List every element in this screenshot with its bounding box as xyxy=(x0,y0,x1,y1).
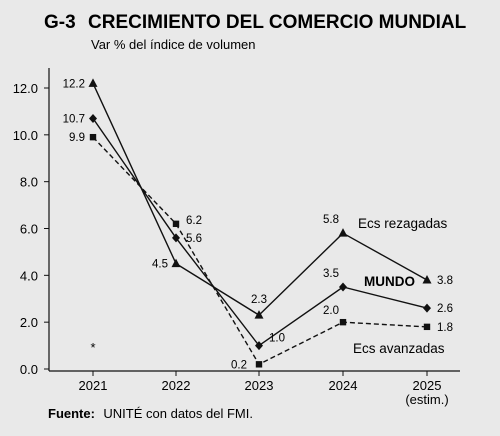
data-labels: 12.2 4.5 2.3 5.8 3.8 10.7 5.6 1.0 3.5 2.6 9.9 6.2 0.… xyxy=(63,78,453,371)
chart-subtitle: Var % del índice de volumen xyxy=(91,37,256,52)
data-label: 6.2 xyxy=(186,215,202,227)
data-point-square xyxy=(423,323,431,331)
source-text: UNITÉ con datos del FMI. xyxy=(103,406,253,421)
data-point-triangle xyxy=(254,310,264,319)
x-tick-label: 2025 xyxy=(413,378,442,393)
data-point-square xyxy=(339,318,347,326)
x-tick-label: 2023 xyxy=(245,378,274,393)
data-label: 1.8 xyxy=(437,322,453,334)
data-label: 12.2 xyxy=(63,78,85,90)
data-label: 2.3 xyxy=(251,294,267,306)
data-label: 3.8 xyxy=(437,275,453,287)
data-label: 3.5 xyxy=(323,268,339,280)
y-tick-label: 2.0 xyxy=(20,315,38,330)
data-label: 1.0 xyxy=(269,333,285,345)
chart-title: CRECIMIENTO DEL COMERCIO MUNDIAL xyxy=(88,12,467,33)
series-name-label: Ecs avanzadas xyxy=(353,341,445,356)
data-point-diamond xyxy=(339,282,347,292)
data-point-square xyxy=(172,220,180,228)
y-tick-label: 10.0 xyxy=(13,128,38,143)
axes: 0.0 2.0 4.0 6.0 8.0 10.0 12.0 2021 2022 2023 2024 2… xyxy=(13,68,460,407)
y-tick-label: 6.0 xyxy=(20,222,38,237)
y-tick-label: 12.0 xyxy=(13,81,38,96)
series-name-label: Ecs rezagadas xyxy=(358,216,448,231)
series-name-label: MUNDO xyxy=(364,274,415,289)
y-tick-label: 0.0 xyxy=(20,362,38,377)
series-line xyxy=(92,136,428,366)
data-label: 0.2 xyxy=(231,359,247,371)
data-point-triangle xyxy=(88,78,98,87)
x-tick-label: 2021 xyxy=(79,378,108,393)
source-note: Fuente: UNITÉ con datos del FMI. xyxy=(48,405,253,422)
y-tick-label: 8.0 xyxy=(20,175,38,190)
data-point-triangle xyxy=(422,275,432,284)
data-point-triangle xyxy=(338,228,348,237)
asterisk-note: * xyxy=(90,340,95,355)
x-tick-label: 2024 xyxy=(329,378,358,393)
data-point-diamond xyxy=(172,233,180,243)
data-point-diamond xyxy=(423,303,431,313)
data-label: 4.5 xyxy=(152,259,168,271)
series-names: Ecs rezagadas MUNDO Ecs avanzadas xyxy=(353,216,448,356)
data-label: 5.8 xyxy=(323,214,339,226)
x-tick-label: 2022 xyxy=(162,378,191,393)
figure-code: G-3 xyxy=(44,12,76,33)
y-tick-label: 4.0 xyxy=(20,268,38,283)
series-line xyxy=(92,118,428,347)
x-tick-sublabel: (estim.) xyxy=(405,392,448,407)
data-label: 2.6 xyxy=(437,303,453,315)
data-point-square xyxy=(89,133,97,141)
data-point-square xyxy=(255,361,263,368)
data-point-triangle xyxy=(171,258,181,268)
data-label: 10.7 xyxy=(63,113,85,125)
data-label: 2.0 xyxy=(323,305,339,317)
series-markers xyxy=(88,78,432,368)
data-label: 9.9 xyxy=(69,132,85,144)
data-point-diamond xyxy=(255,341,263,351)
source-label: Fuente: xyxy=(48,406,95,421)
data-point-diamond xyxy=(89,113,97,123)
data-label: 5.6 xyxy=(186,233,202,245)
